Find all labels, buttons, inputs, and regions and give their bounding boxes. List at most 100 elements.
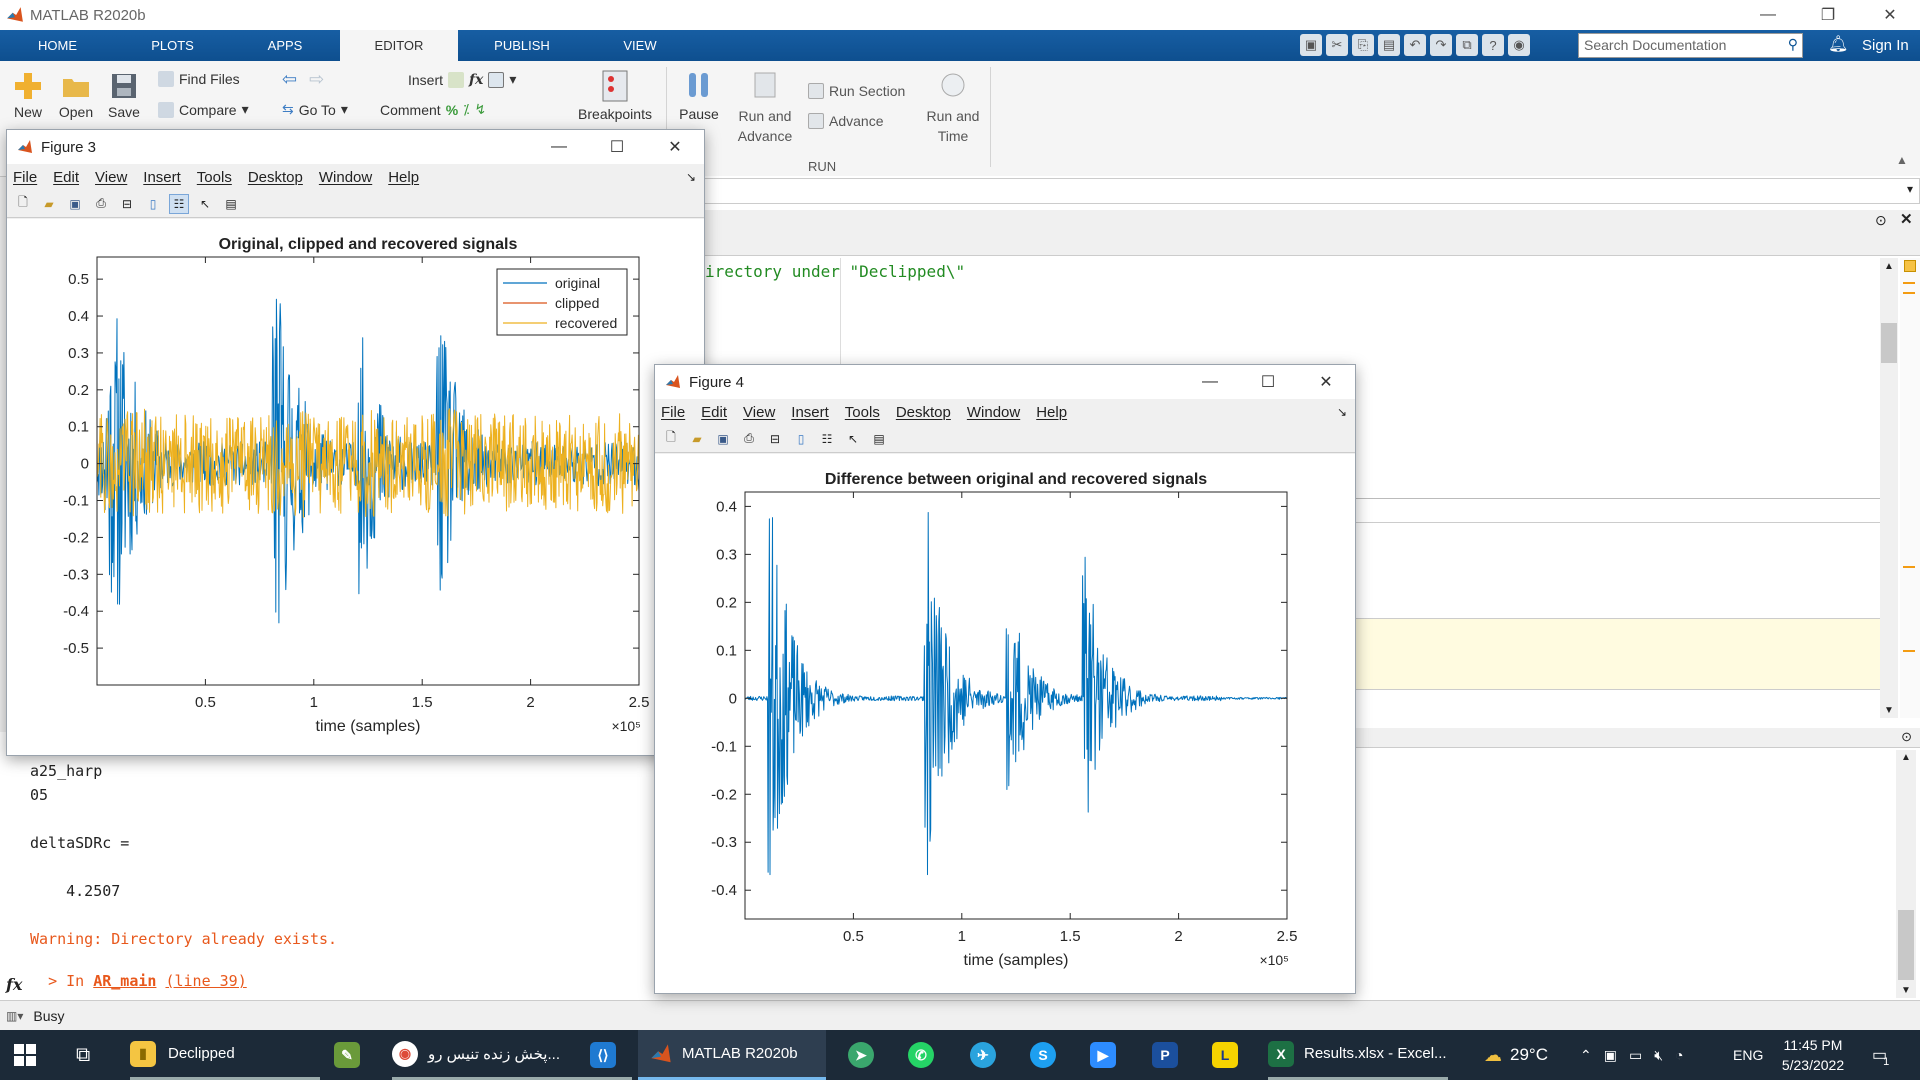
pause-button[interactable]: Pause: [675, 69, 723, 122]
switch-windows-icon[interactable]: ⧉: [1456, 34, 1478, 56]
menu-window[interactable]: Window: [318, 168, 373, 186]
volume-muted-icon[interactable]: 🔇︎: [1654, 1046, 1664, 1063]
save-figure-icon[interactable]: ▣: [717, 431, 729, 446]
scroll-up-icon[interactable]: ▲: [1901, 752, 1911, 763]
edit-plot-icon[interactable]: ↖: [199, 196, 211, 211]
tab-plots[interactable]: PLOTS: [151, 38, 194, 53]
percent-comment-icon[interactable]: %: [445, 101, 459, 118]
menu-view[interactable]: View: [743, 403, 776, 421]
menu-tools[interactable]: Tools: [844, 403, 880, 421]
colorbar-icon[interactable]: ▯: [797, 431, 805, 446]
forward-arrow-icon[interactable]: ⇨: [309, 69, 325, 89]
comment-button[interactable]: Comment % ⁒ ↯: [380, 101, 486, 118]
run-section-button[interactable]: Run Section: [808, 83, 905, 99]
sign-in-link[interactable]: Sign In: [1862, 37, 1909, 54]
wrap-comment-icon[interactable]: ↯: [474, 101, 487, 117]
restore-icon[interactable]: ❐: [1820, 7, 1836, 24]
notifications-icon[interactable]: ▭ 1: [1872, 1047, 1890, 1068]
tab-view[interactable]: VIEW: [623, 38, 657, 53]
clock[interactable]: 11:45 PM 5/23/2022: [1768, 1030, 1858, 1080]
taskbar-item-telegram[interactable]: ✈: [970, 1030, 996, 1080]
advance-button[interactable]: Advance: [808, 113, 883, 129]
run-and-time-button[interactable]: Run and Time: [918, 69, 988, 146]
tab-home[interactable]: HOME: [38, 38, 77, 53]
warning-indicator-icon[interactable]: [1904, 260, 1916, 272]
print-icon[interactable]: ⎙: [96, 196, 106, 210]
save-button[interactable]: Save: [104, 71, 144, 120]
menu-insert[interactable]: Insert: [791, 403, 829, 421]
tab-publish[interactable]: PUBLISH: [494, 38, 550, 53]
uncomment-icon[interactable]: ⁒: [463, 101, 470, 117]
menu-view[interactable]: View: [95, 168, 128, 186]
tab-apps[interactable]: APPS: [267, 38, 303, 53]
redo-icon[interactable]: ↷: [1430, 34, 1452, 56]
fx-icon[interactable]: fx: [469, 71, 484, 88]
minimize-icon[interactable]: —: [1760, 6, 1776, 23]
open-button[interactable]: Open: [55, 71, 97, 120]
taskbar-item-matlab[interactable]: MATLAB R2020b: [638, 1030, 826, 1080]
new-figure-icon[interactable]: 🗋: [666, 430, 676, 444]
maximize-icon[interactable]: ☐: [609, 139, 625, 156]
search-documentation-input[interactable]: Search Documentation ⚲: [1578, 33, 1803, 58]
help-icon[interactable]: ?: [1482, 34, 1504, 56]
trace-function-link[interactable]: AR_main: [93, 972, 157, 990]
menu-help[interactable]: Help: [1036, 403, 1068, 421]
taskbar-item-zoom[interactable]: ▶: [1090, 1030, 1116, 1080]
menu-edit[interactable]: Edit: [701, 403, 728, 421]
save-icon[interactable]: ▣: [1300, 34, 1322, 56]
editor-actions-icon[interactable]: ⊙: [1875, 212, 1887, 228]
trace-line-link[interactable]: (line 39): [165, 972, 247, 990]
menu-tools[interactable]: Tools: [196, 168, 232, 186]
fx-prompt-icon[interactable]: fx: [6, 975, 23, 994]
scrollbar-thumb[interactable]: [1898, 910, 1914, 980]
link-plot-icon[interactable]: ⊟: [769, 431, 781, 446]
taskbar-item-vscode[interactable]: ⟨⟩: [590, 1030, 616, 1080]
command-scrollbar[interactable]: ▲ ▼: [1896, 750, 1916, 998]
command-window-actions-icon[interactable]: ⊙: [1901, 729, 1912, 744]
community-icon[interactable]: ◉: [1508, 34, 1530, 56]
scrollbar-thumb[interactable]: [1881, 323, 1897, 363]
editor-scrollbar[interactable]: ▲ ▼: [1880, 258, 1898, 718]
taskbar-item-app[interactable]: L: [1212, 1030, 1238, 1080]
open-file-icon[interactable]: ▰: [692, 431, 702, 446]
current-folder-bar[interactable]: ▾: [700, 178, 1920, 204]
taskbar-item-chrome[interactable]: ◉ پخش زنده تنیس رو...: [392, 1030, 632, 1080]
warning-marker[interactable]: [1903, 282, 1915, 284]
copy-icon[interactable]: ⎘: [1352, 34, 1374, 56]
tray-chevron-icon[interactable]: ⌃: [1580, 1046, 1592, 1063]
edit-plot-icon[interactable]: ↖: [847, 431, 859, 446]
search-icon[interactable]: ⚲: [1787, 36, 1798, 52]
go-to-button[interactable]: ⇆ Go To ▾: [282, 101, 348, 118]
minimize-icon[interactable]: —: [1202, 373, 1218, 390]
menu-window[interactable]: Window: [966, 403, 1021, 421]
save-figure-icon[interactable]: ▣: [69, 196, 81, 211]
start-button[interactable]: [14, 1030, 36, 1080]
scroll-up-icon[interactable]: ▲: [1884, 261, 1894, 272]
close-icon[interactable]: ✕: [1319, 374, 1333, 391]
collapse-ribbon-icon[interactable]: ▲: [1896, 153, 1908, 167]
menu-file[interactable]: File: [661, 403, 686, 421]
compare-button[interactable]: Compare ▾: [158, 101, 249, 118]
minimize-icon[interactable]: —: [551, 138, 567, 155]
insert-button[interactable]: Insert fx ▾: [408, 71, 516, 88]
dock-figure-icon[interactable]: ↘: [685, 170, 696, 184]
back-arrow-icon[interactable]: ⇦: [282, 69, 298, 89]
taskbar-item-skype[interactable]: S: [1030, 1030, 1056, 1080]
function-hints-icon[interactable]: [488, 71, 505, 88]
battery-icon[interactable]: ▭: [1628, 1046, 1643, 1063]
scroll-down-icon[interactable]: ▼: [1884, 705, 1894, 716]
chart-svg[interactable]: Difference between original and recovere…: [655, 454, 1355, 993]
undo-icon[interactable]: ↶: [1404, 34, 1426, 56]
run-and-advance-button[interactable]: Run and Advance: [730, 69, 800, 146]
taskbar-item-whatsapp[interactable]: ✆: [908, 1030, 934, 1080]
dock-figure-icon[interactable]: ↘: [1336, 405, 1347, 419]
cut-icon[interactable]: ✂: [1326, 34, 1348, 56]
meet-now-icon[interactable]: ▣: [1603, 1046, 1617, 1063]
warning-marker[interactable]: [1903, 566, 1915, 568]
find-files-button[interactable]: Find Files: [158, 71, 240, 87]
print-icon[interactable]: ⎙: [744, 431, 754, 445]
open-file-icon[interactable]: ▰: [44, 196, 54, 211]
property-inspector-icon[interactable]: ▤: [873, 431, 885, 446]
taskbar-item-app[interactable]: ✎: [334, 1030, 360, 1080]
editor-close-icon[interactable]: ✕: [1900, 211, 1913, 228]
